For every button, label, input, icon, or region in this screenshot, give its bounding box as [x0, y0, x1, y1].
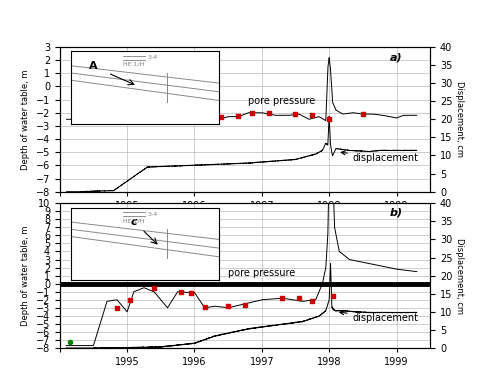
Point	[140, 108, 148, 115]
Point	[292, 111, 299, 117]
Text: pore pressure: pore pressure	[228, 267, 295, 278]
Point	[234, 113, 242, 119]
Point	[359, 111, 367, 117]
Point	[278, 295, 286, 301]
Point	[217, 114, 225, 120]
Text: displacement: displacement	[341, 151, 419, 163]
Point	[295, 295, 303, 301]
Point	[153, 106, 161, 113]
Point	[167, 106, 175, 113]
Text: b): b)	[390, 207, 403, 217]
Point	[127, 297, 134, 303]
Point	[177, 289, 185, 295]
Point	[201, 304, 208, 310]
Text: a): a)	[390, 52, 402, 62]
Point	[308, 112, 316, 118]
Y-axis label: Displacement, cm: Displacement, cm	[455, 238, 464, 314]
Y-axis label: Depth of water table, m: Depth of water table, m	[21, 225, 30, 326]
Text: pore pressure: pore pressure	[249, 95, 315, 106]
Point	[197, 111, 205, 117]
Point	[308, 298, 316, 305]
Point	[265, 109, 272, 116]
Point	[329, 292, 337, 299]
Point	[150, 285, 158, 292]
Point	[241, 301, 249, 308]
Point	[181, 108, 188, 114]
Point	[326, 116, 333, 122]
Point	[187, 289, 195, 296]
Point	[248, 109, 256, 116]
Point	[127, 108, 134, 114]
Point	[113, 305, 121, 311]
Text: displacement: displacement	[340, 311, 419, 323]
Y-axis label: Depth of water table, m: Depth of water table, m	[21, 69, 30, 170]
Point	[224, 303, 232, 309]
Y-axis label: Displacement, cm: Displacement, cm	[455, 81, 464, 157]
